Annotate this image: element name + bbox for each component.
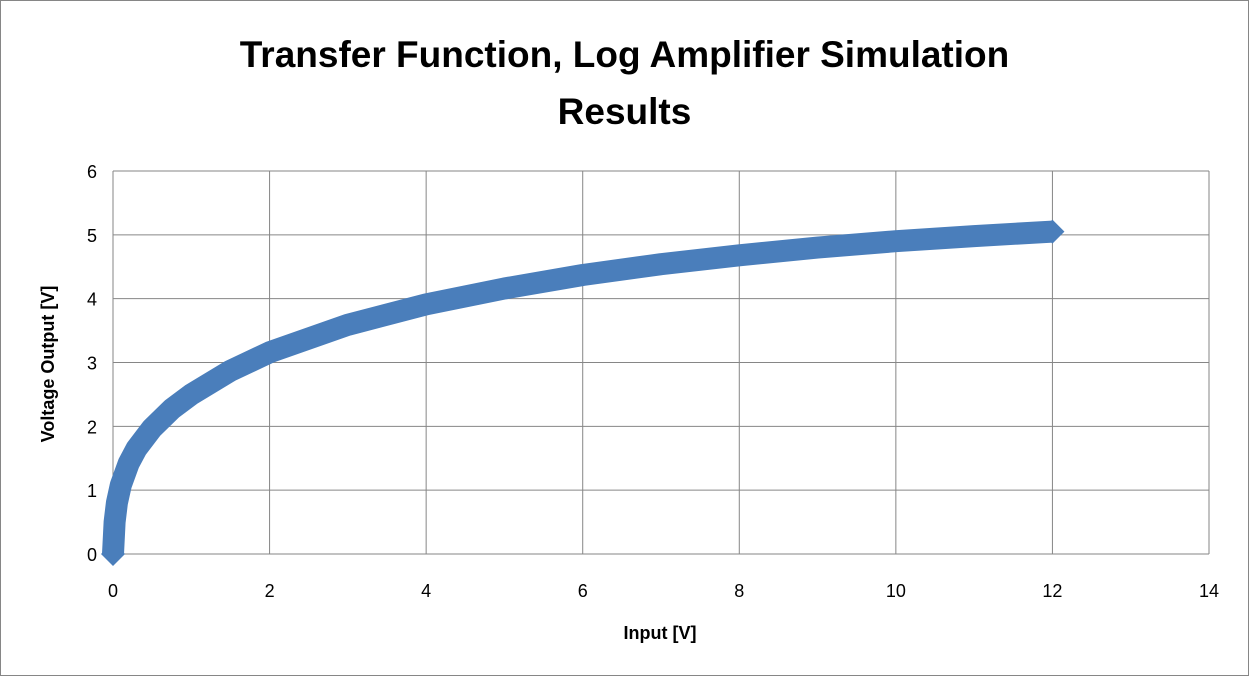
grid-lines <box>112 170 1210 555</box>
chart-title-line1: Transfer Function, Log Amplifier Simulat… <box>239 34 1010 75</box>
y-tick-label: 3 <box>87 354 97 374</box>
series-line <box>102 220 1054 555</box>
y-tick-label: 6 <box>87 162 97 182</box>
x-tick-label: 6 <box>578 581 588 601</box>
y-tick-label: 5 <box>87 226 97 246</box>
y-tick-labels: 0 1 2 3 4 5 6 <box>87 162 97 565</box>
y-tick-label: 4 <box>87 290 97 310</box>
x-tick-label: 12 <box>1042 581 1062 601</box>
x-tick-labels: 0 2 4 6 8 10 12 14 <box>108 581 1219 601</box>
x-axis-label: Input [V] <box>624 623 697 643</box>
series-point-marker <box>1040 219 1065 244</box>
x-tick-label: 10 <box>886 581 906 601</box>
series-point-marker <box>101 542 125 566</box>
y-axis-label: Voltage Output [V] <box>38 286 58 443</box>
x-tick-label: 0 <box>108 581 118 601</box>
x-tick-label: 14 <box>1199 581 1219 601</box>
chart-title-line2: Results <box>557 91 692 132</box>
y-tick-label: 1 <box>87 481 97 501</box>
y-tick-label: 0 <box>87 545 97 565</box>
x-tick-label: 4 <box>421 581 431 601</box>
x-tick-label: 2 <box>265 581 275 601</box>
y-tick-label: 2 <box>87 417 97 437</box>
x-tick-label: 8 <box>734 581 744 601</box>
series-group <box>101 219 1065 566</box>
